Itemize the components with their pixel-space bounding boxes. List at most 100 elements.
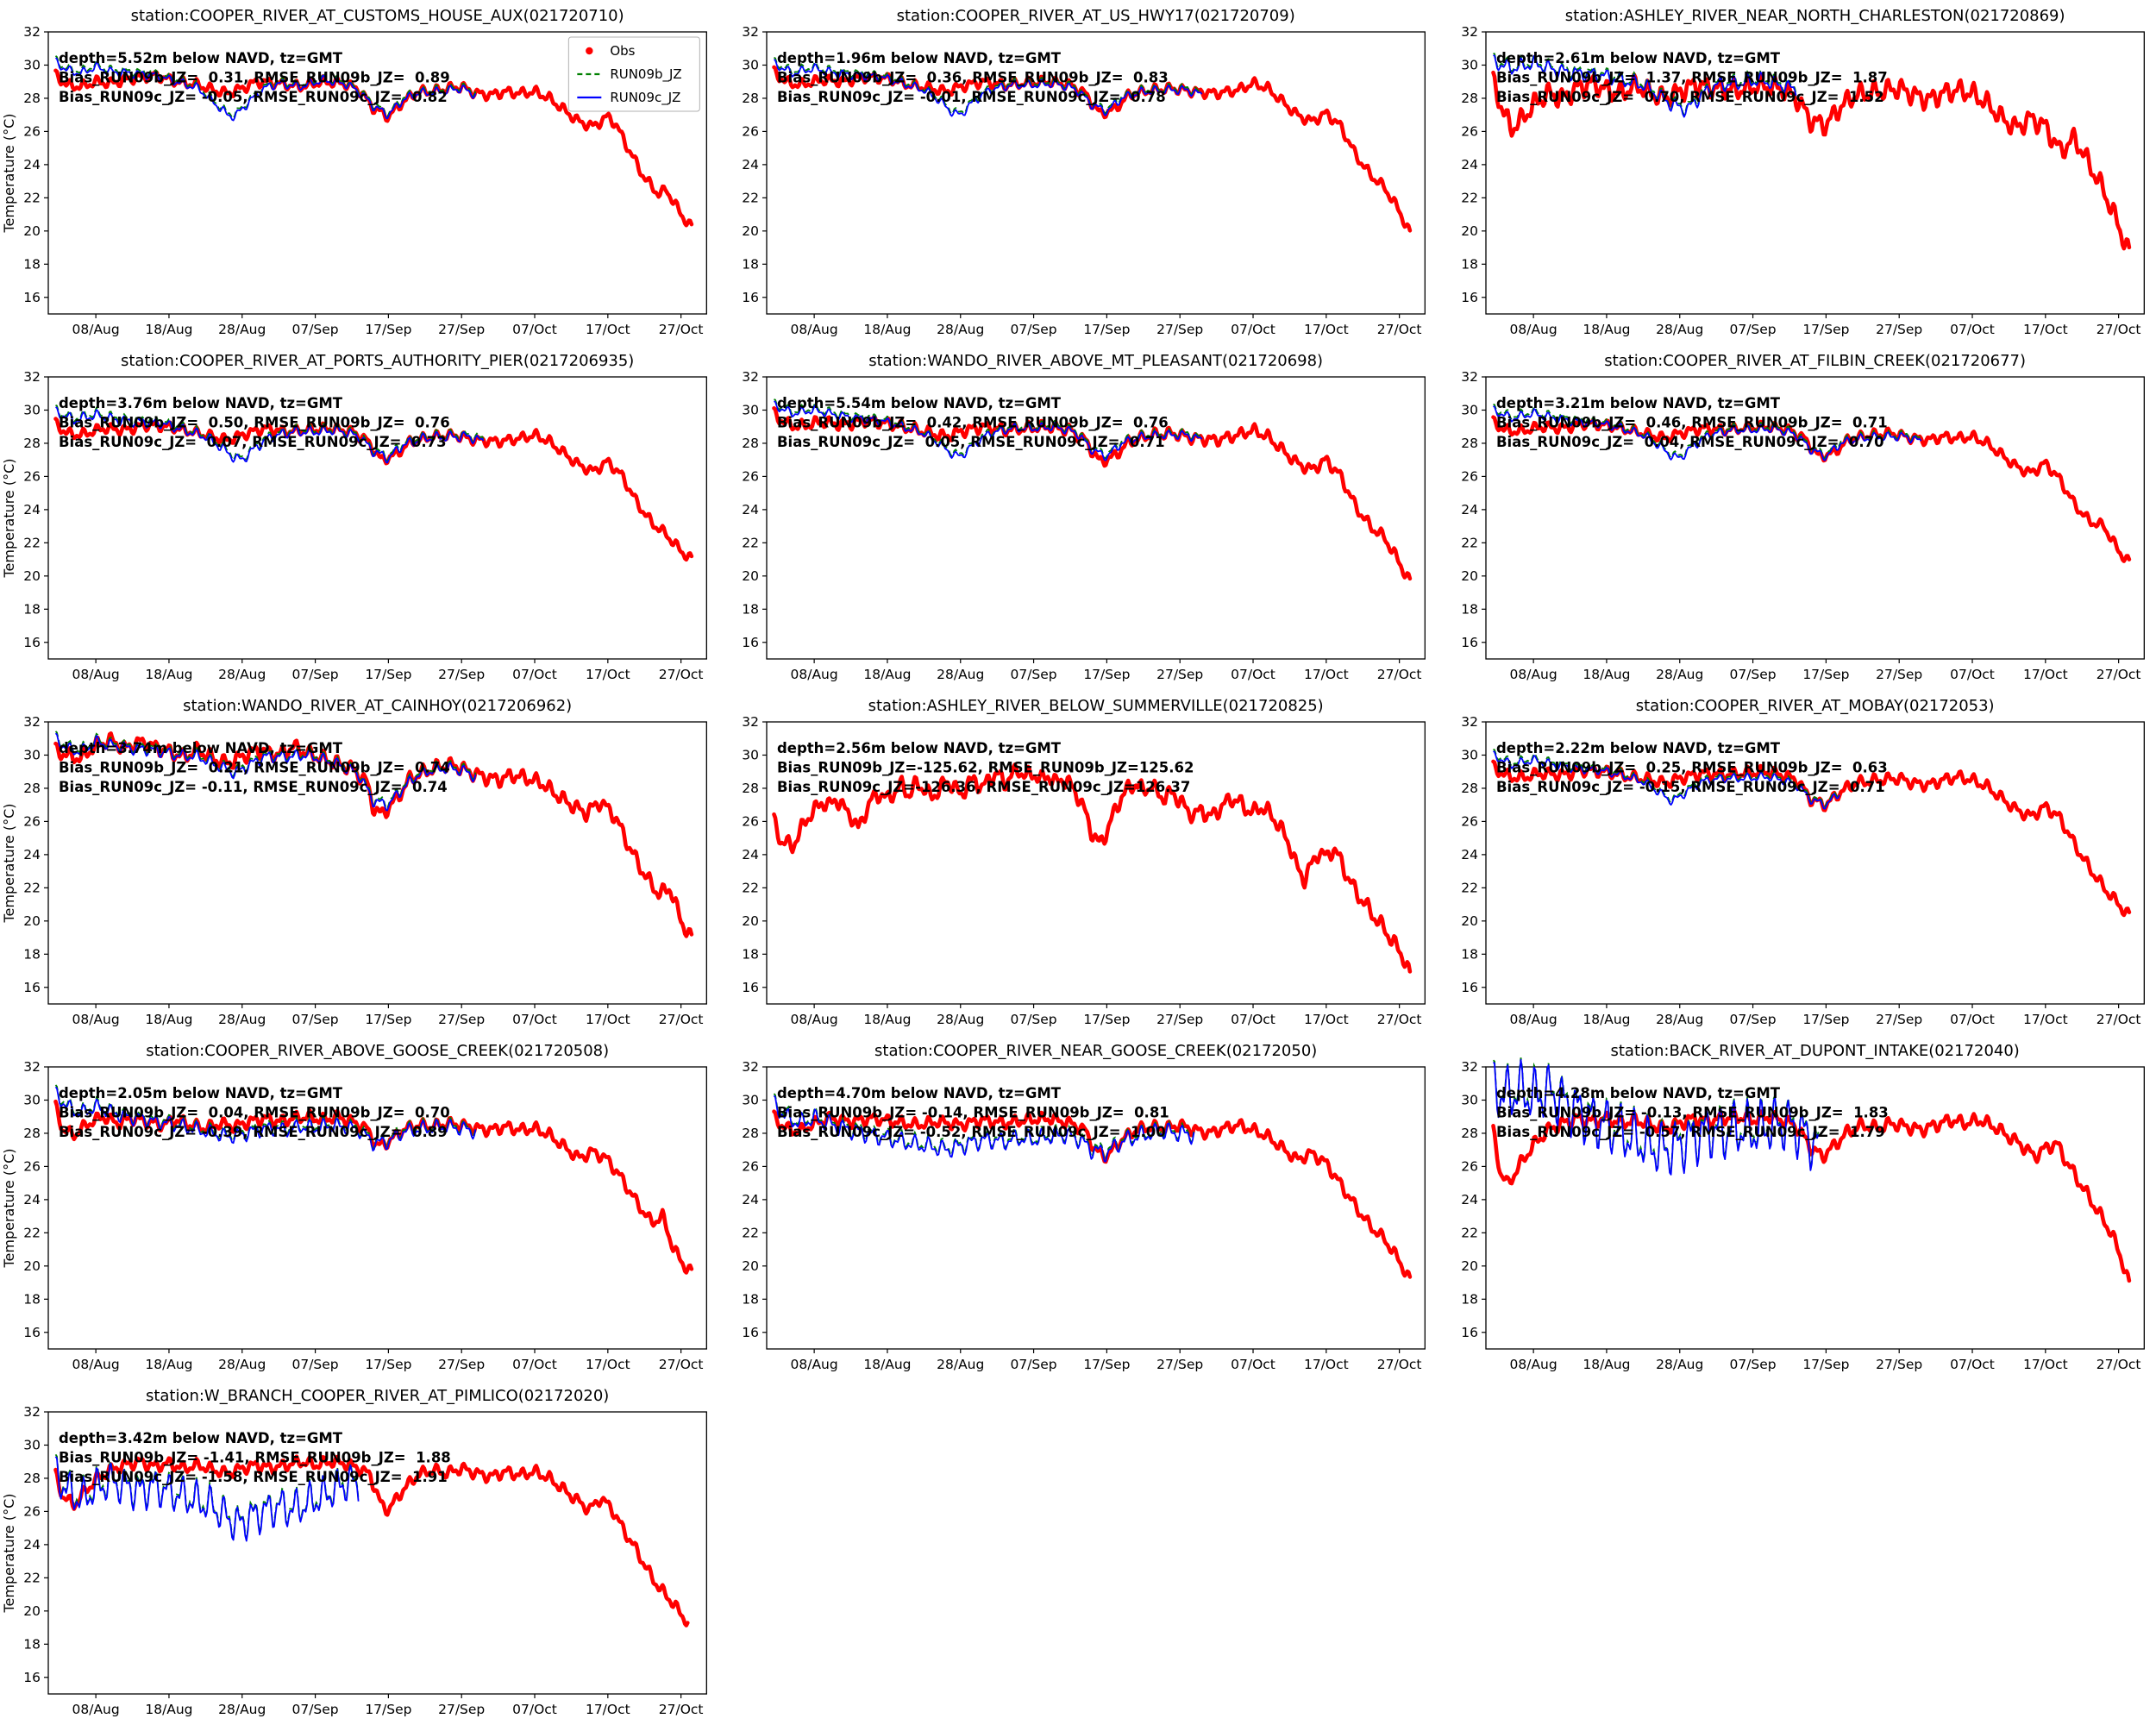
x-tick-label: 27/Oct [659, 1702, 704, 1717]
annotation-bias-run09c: Bias_RUN09c_JZ= -0.57, RMSE_RUN09c_JZ= 1… [1496, 1124, 1885, 1140]
y-tick-label: 18 [743, 601, 760, 617]
x-tick-label: 17/Oct [2023, 1357, 2068, 1372]
y-tick-label: 26 [1461, 123, 1478, 139]
x-tick-label: 07/Sep [292, 1702, 339, 1717]
annotation-bias-run09b: Bias_RUN09b_JZ= 0.46, RMSE_RUN09b_JZ= 0.… [1496, 415, 1888, 431]
subplot-cell: station:COOPER_RIVER_ABOVE_GOOSE_CREEK(0… [0, 1035, 719, 1380]
y-tick-label: 20 [743, 913, 760, 929]
annotation-depth: depth=2.22m below NAVD, tz=GMT [1496, 740, 1781, 756]
subplot-cell: station:ASHLEY_RIVER_NEAR_NORTH_CHARLEST… [1437, 0, 2156, 345]
y-tick-label: 16 [1461, 980, 1478, 995]
y-tick-label: 24 [743, 847, 760, 862]
y-tick-label: 28 [23, 1126, 41, 1141]
x-tick-label: 08/Aug [72, 667, 120, 682]
x-tick-label: 08/Aug [791, 667, 838, 682]
y-tick-label: 18 [743, 946, 760, 962]
axes-frame [766, 1066, 1426, 1350]
y-tick-label: 24 [743, 157, 760, 172]
y-tick-label: 30 [743, 402, 760, 417]
y-tick-label: 28 [1461, 781, 1478, 796]
y-tick-label: 30 [1461, 1092, 1478, 1107]
x-tick-label: 27/Sep [1156, 667, 1203, 682]
subplot-canvas-13: station:W_BRANCH_COOPER_RIVER_AT_PIMLICO… [1, 1387, 707, 1717]
y-axis-label: Temperature (°C) [1, 114, 17, 234]
annotation-bias-run09c: Bias_RUN09c_JZ= 0.04, RMSE_RUN09c_JZ= 0.… [1496, 434, 1884, 450]
x-tick-label: 17/Sep [365, 667, 411, 682]
y-axis-label: Temperature (°C) [1, 804, 17, 924]
y-tick-label: 32 [1461, 24, 1478, 40]
x-tick-label: 18/Aug [1583, 322, 1630, 337]
x-tick-label: 17/Sep [1802, 1357, 1849, 1372]
x-tick-label: 08/Aug [791, 1012, 838, 1027]
annotation-bias-run09c: Bias_RUN09c_JZ= -0.11, RMSE_RUN09c_JZ= 0… [59, 779, 448, 795]
y-tick-label: 26 [1461, 1158, 1478, 1174]
x-tick-label: 27/Sep [438, 1012, 485, 1027]
obs-series [1490, 1108, 2131, 1283]
x-tick-label: 08/Aug [1509, 1012, 1557, 1027]
y-tick-label: 30 [23, 402, 41, 417]
subplot-title: station:WANDO_RIVER_ABOVE_MT_PLEASANT(02… [869, 352, 1324, 370]
annotation-depth: depth=4.28m below NAVD, tz=GMT [1496, 1085, 1781, 1101]
y-tick-label: 24 [23, 847, 41, 862]
y-tick-label: 20 [1461, 913, 1478, 929]
y-tick-label: 24 [1461, 502, 1478, 518]
y-tick-label: 18 [1461, 946, 1478, 962]
x-tick-label: 27/Oct [1377, 1357, 1422, 1372]
run09c-series [774, 400, 1203, 461]
y-tick-label: 30 [1461, 402, 1478, 417]
x-tick-label: 17/Oct [1304, 1357, 1349, 1372]
annotation-depth: depth=2.56m below NAVD, tz=GMT [777, 740, 1062, 756]
axes-frame [766, 376, 1426, 660]
x-tick-label: 07/Sep [292, 667, 339, 682]
run09b-series [55, 404, 485, 462]
y-tick-label: 16 [1461, 1325, 1478, 1340]
x-tick-label: 17/Oct [586, 322, 630, 337]
subplot-cell: station:COOPER_RIVER_AT_PORTS_AUTHORITY_… [0, 345, 719, 690]
subplot-canvas-5: station:WANDO_RIVER_ABOVE_MT_PLEASANT(02… [743, 352, 1426, 682]
x-tick-label: 18/Aug [1583, 1012, 1630, 1027]
y-tick-label: 22 [23, 1570, 41, 1585]
subplot-title: station:COOPER_RIVER_AT_CUSTOMS_HOUSE_AU… [131, 7, 624, 25]
annotation-depth: depth=3.74m below NAVD, tz=GMT [59, 740, 343, 756]
x-tick-label: 28/Aug [218, 1357, 266, 1372]
y-tick-label: 20 [1461, 568, 1478, 584]
y-tick-label: 16 [23, 635, 41, 650]
x-tick-label: 28/Aug [937, 322, 985, 337]
x-tick-label: 28/Aug [1656, 1357, 1703, 1372]
x-tick-label: 07/Sep [1729, 667, 1776, 682]
x-tick-label: 17/Oct [586, 1012, 630, 1027]
x-tick-label: 27/Sep [1876, 1012, 1922, 1027]
y-tick-label: 26 [743, 123, 760, 139]
run09c-series [774, 59, 1203, 117]
y-tick-label: 22 [1461, 190, 1478, 205]
y-tick-label: 16 [23, 1670, 41, 1685]
y-tick-label: 28 [743, 781, 760, 796]
run09c-series [54, 1456, 360, 1542]
subplot-canvas-12: station:BACK_RIVER_AT_DUPONT_INTAKE(0217… [1461, 1042, 2145, 1372]
y-tick-label: 20 [23, 568, 41, 584]
subplot-canvas-7: station:WANDO_RIVER_AT_CAINHOY(021720696… [1, 697, 707, 1027]
y-tick-label: 28 [23, 781, 41, 796]
y-tick-label: 26 [23, 1503, 41, 1519]
axes-frame [1485, 1066, 2145, 1350]
y-tick-label: 20 [23, 1258, 41, 1274]
x-tick-label: 17/Sep [365, 1357, 411, 1372]
subplot-title: station:ASHLEY_RIVER_NEAR_NORTH_CHARLEST… [1564, 7, 2065, 25]
y-tick-label: 26 [1461, 813, 1478, 829]
y-tick-label: 24 [23, 1537, 41, 1552]
y-tick-label: 30 [23, 57, 41, 72]
y-tick-label: 24 [23, 1192, 41, 1208]
x-tick-label: 07/Oct [512, 1012, 557, 1027]
x-tick-label: 07/Sep [1011, 1357, 1057, 1372]
y-tick-label: 32 [23, 1059, 41, 1075]
y-tick-label: 32 [743, 1059, 760, 1075]
x-tick-label: 28/Aug [937, 667, 985, 682]
run09c-series [1492, 405, 1921, 461]
annotation-bias-run09c: Bias_RUN09c_JZ= 0.05, RMSE_RUN09c_JZ= 0.… [777, 434, 1165, 450]
y-tick-label: 32 [1461, 1059, 1478, 1075]
y-tick-label: 28 [23, 91, 41, 106]
y-tick-label: 28 [743, 436, 760, 451]
run09c-series [54, 57, 477, 122]
x-tick-label: 07/Oct [512, 667, 557, 682]
subplot-cell: station:COOPER_RIVER_AT_MOBAY(02172053) 1… [1437, 690, 2156, 1035]
